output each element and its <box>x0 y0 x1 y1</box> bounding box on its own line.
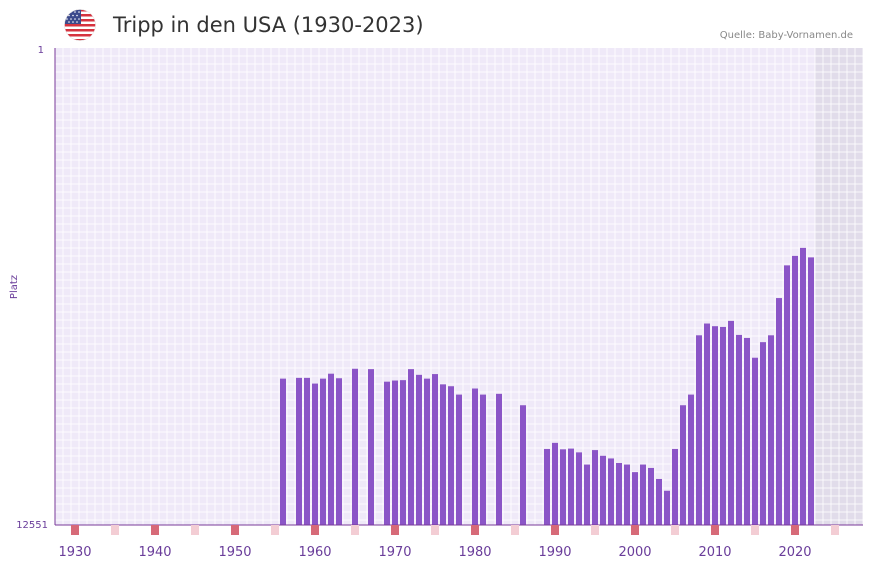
bar-1989 <box>544 448 550 525</box>
year-marker-2015 <box>751 525 759 535</box>
year-marker-1985 <box>511 525 519 535</box>
bar-1971 <box>400 380 406 525</box>
year-marker-2010 <box>711 525 719 535</box>
bar-2010 <box>712 326 718 525</box>
bar-2013 <box>736 334 742 525</box>
x-tick-label-1980: 1980 <box>458 545 491 560</box>
x-tick-labels: 1930 1940 1950 1960 1970 1980 1990 2000 2010 2020 <box>58 545 811 560</box>
x-tick-label-1990: 1990 <box>538 545 571 560</box>
bar-1991 <box>560 449 566 525</box>
year-marker-2020 <box>791 525 799 535</box>
bar-1993 <box>576 452 582 525</box>
bar-1956 <box>280 378 286 525</box>
bar-2003 <box>656 478 662 525</box>
bar-1965 <box>352 368 358 525</box>
bar-2012 <box>728 320 734 525</box>
bar-2004 <box>664 490 670 525</box>
bar-1983 <box>496 393 502 525</box>
x-tick-label-1950: 1950 <box>218 545 251 560</box>
bar-2022 <box>808 257 814 525</box>
year-marker-1990 <box>551 525 559 535</box>
bar-2017 <box>768 335 774 525</box>
bar-1977 <box>448 386 454 525</box>
x-tick-label-1970: 1970 <box>378 545 411 560</box>
bar-2006 <box>680 405 686 525</box>
x-tick-label-1960: 1960 <box>298 545 331 560</box>
year-marker-1935 <box>111 525 119 535</box>
bar-1975 <box>432 374 438 525</box>
year-marker-1980 <box>471 525 479 535</box>
bar-1972 <box>408 369 414 525</box>
bar-1996 <box>600 455 606 525</box>
bar-2018 <box>776 298 782 525</box>
bar-1967 <box>368 369 374 525</box>
bar-series <box>280 247 814 525</box>
bar-1992 <box>568 448 574 525</box>
y-axis-label: Platz <box>9 275 20 299</box>
bar-2020 <box>792 255 798 525</box>
bar-1960 <box>312 383 318 525</box>
bar-1986 <box>520 405 526 525</box>
grid-lines <box>54 48 864 525</box>
year-marker-1950 <box>231 525 239 535</box>
page-title: Tripp in den USA (1930-2023) <box>113 13 424 37</box>
bar-1997 <box>608 458 614 525</box>
year-marker-1945 <box>191 525 199 535</box>
bar-1970 <box>392 380 398 525</box>
bar-1962 <box>328 373 334 525</box>
year-marker-1960 <box>311 525 319 535</box>
year-marker-1970 <box>391 525 399 535</box>
bar-2008 <box>696 335 702 525</box>
bar-1969 <box>384 381 390 525</box>
bar-1990 <box>552 442 558 525</box>
x-tick-label-2020: 2020 <box>778 545 811 560</box>
year-marker-1940 <box>151 525 159 535</box>
bar-2009 <box>704 323 710 525</box>
bar-1959 <box>304 377 310 525</box>
y-tick-label-top: 1 <box>38 45 44 56</box>
bar-2019 <box>784 265 790 525</box>
bar-2021 <box>800 247 806 525</box>
bar-2014 <box>744 337 750 525</box>
bar-1998 <box>616 463 622 525</box>
bar-1961 <box>320 378 326 525</box>
bar-1978 <box>456 394 462 525</box>
year-marker-2025 <box>831 525 839 535</box>
year-marker-1965 <box>351 525 359 535</box>
bar-2002 <box>648 467 654 525</box>
source-credit: Quelle: Baby-Vornamen.de <box>719 30 853 41</box>
bar-2005 <box>672 448 678 525</box>
x-tick-label-2010: 2010 <box>698 545 731 560</box>
bar-1973 <box>416 374 422 525</box>
x-tick-label-1930: 1930 <box>58 545 91 560</box>
bar-2015 <box>752 357 758 525</box>
bar-1976 <box>440 384 446 525</box>
bar-1994 <box>584 464 590 525</box>
year-marker-2005 <box>671 525 679 535</box>
year-marker-1955 <box>271 525 279 535</box>
y-tick-label-bottom: 12551 <box>16 520 48 531</box>
bar-2007 <box>688 394 694 525</box>
decade-markers <box>71 525 839 535</box>
x-tick-label-2000: 2000 <box>618 545 651 560</box>
bar-1958 <box>296 377 302 525</box>
year-marker-1930 <box>71 525 79 535</box>
year-marker-1975 <box>431 525 439 535</box>
bar-2016 <box>760 342 766 525</box>
bar-1995 <box>592 450 598 525</box>
year-marker-2000 <box>631 525 639 535</box>
bar-2001 <box>640 464 646 525</box>
bar-2000 <box>632 472 638 525</box>
bar-1974 <box>424 378 430 525</box>
bar-1999 <box>624 464 630 525</box>
bar-2011 <box>720 326 726 525</box>
bar-1980 <box>472 388 478 525</box>
us-flag-icon <box>64 9 96 41</box>
bar-1981 <box>480 394 486 525</box>
x-tick-label-1940: 1940 <box>138 545 171 560</box>
bar-1963 <box>336 378 342 525</box>
year-marker-1995 <box>591 525 599 535</box>
